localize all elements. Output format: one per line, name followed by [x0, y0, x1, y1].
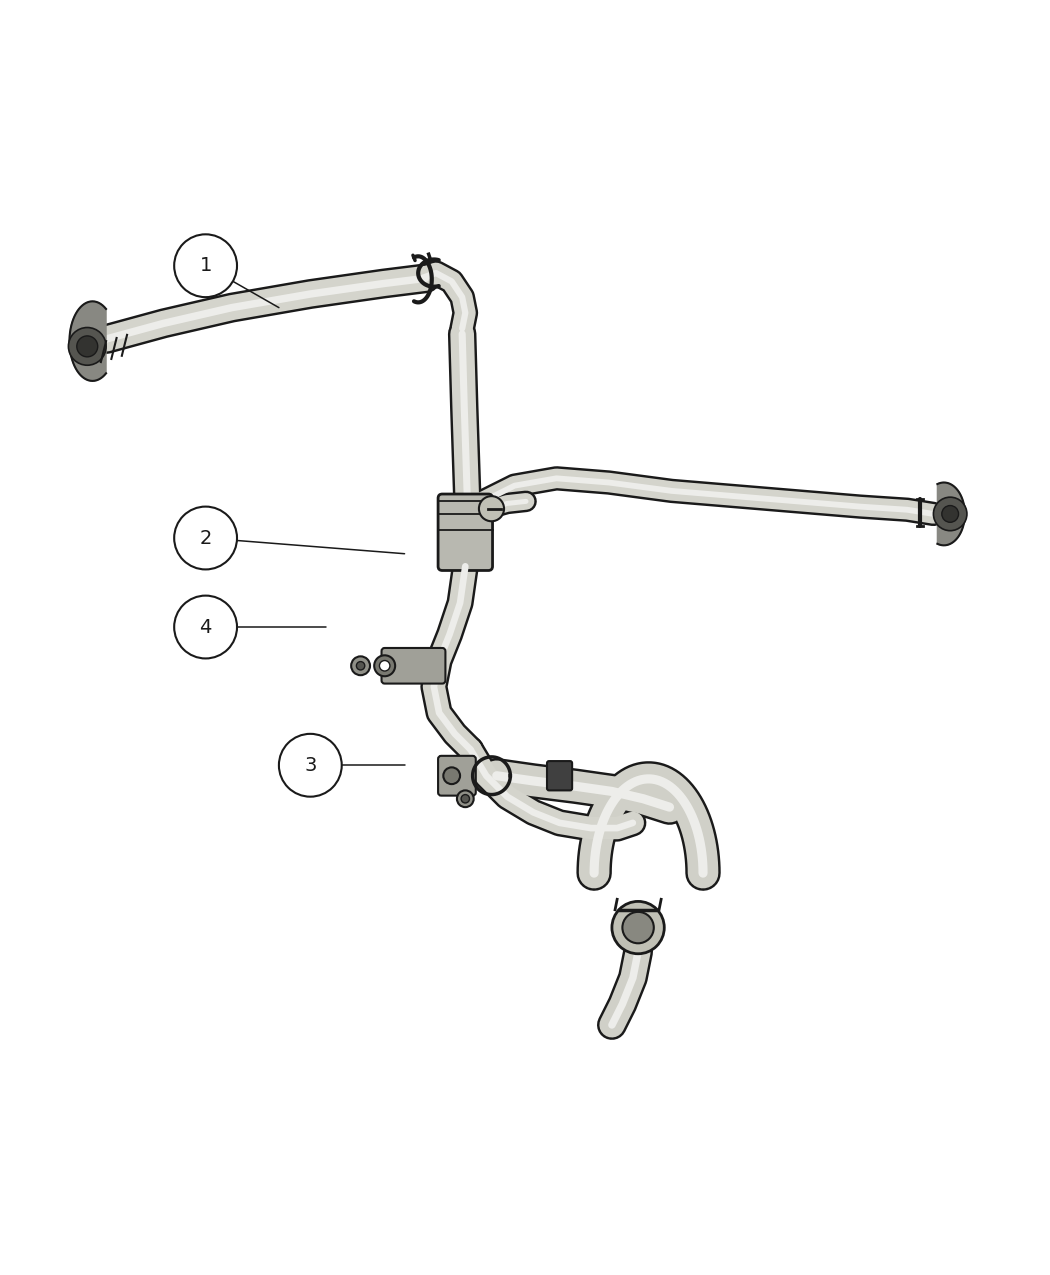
Circle shape: [942, 506, 959, 523]
Circle shape: [356, 662, 364, 669]
FancyBboxPatch shape: [381, 648, 445, 683]
Circle shape: [379, 660, 390, 671]
Polygon shape: [938, 482, 965, 546]
Circle shape: [443, 768, 460, 784]
FancyBboxPatch shape: [438, 756, 476, 796]
Circle shape: [174, 235, 237, 297]
Polygon shape: [69, 301, 106, 381]
Circle shape: [612, 901, 665, 954]
FancyBboxPatch shape: [438, 493, 492, 570]
Circle shape: [174, 595, 237, 658]
Circle shape: [461, 794, 469, 803]
Circle shape: [479, 496, 504, 521]
FancyBboxPatch shape: [547, 761, 572, 790]
Circle shape: [68, 328, 106, 365]
Circle shape: [351, 657, 370, 676]
Circle shape: [623, 912, 654, 944]
Text: 2: 2: [200, 529, 212, 547]
Text: 4: 4: [200, 617, 212, 636]
Circle shape: [374, 655, 395, 676]
Circle shape: [279, 734, 341, 797]
Circle shape: [457, 790, 474, 807]
Circle shape: [174, 506, 237, 570]
Circle shape: [77, 335, 98, 357]
Text: 3: 3: [304, 756, 316, 775]
Text: 1: 1: [200, 256, 212, 275]
Circle shape: [933, 497, 967, 530]
